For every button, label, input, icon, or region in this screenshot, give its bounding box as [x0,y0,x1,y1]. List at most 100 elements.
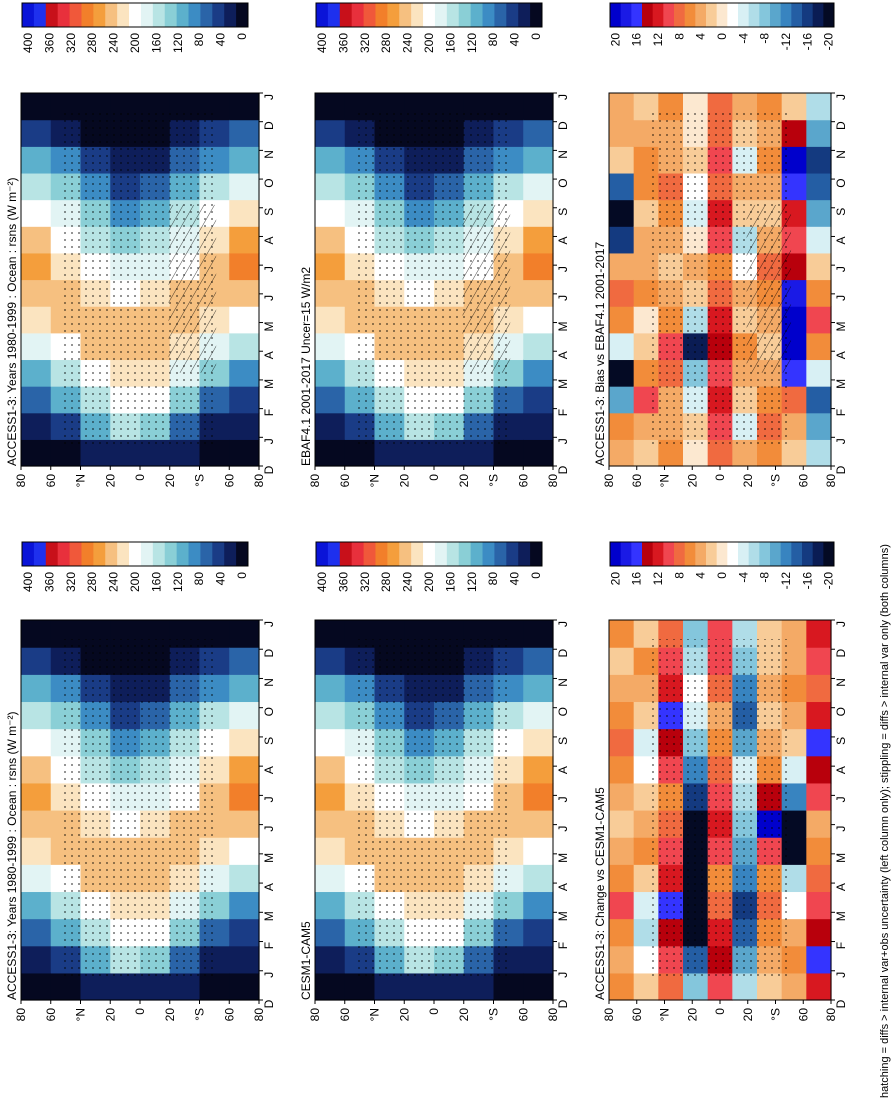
stippling [63,639,217,981]
heatmap-cell [806,782,832,811]
colorbar-swatch [631,3,643,27]
colorbar-label: 80 [486,33,500,47]
colorbar-label: 4 [694,33,708,40]
colorbar-swatch [530,542,543,566]
month-label: D [834,649,848,658]
colorbar-swatch [423,3,436,27]
panel-title: EBAF4.1 2001-2017 Uncer=15 W/m2 [299,267,313,466]
heatmap-cell [523,119,554,147]
colorbar-swatch [188,542,201,566]
month-label: O [262,178,276,187]
colorbar-label: -12 [779,572,793,590]
heatmap-cell [806,226,832,254]
colorbar-swatch [399,3,412,27]
heatmap-cell [609,918,635,947]
heatmap-cell [315,837,346,865]
heatmap-cell [806,412,832,440]
heatmap-cell [523,891,554,920]
heatmap-cell [315,864,346,893]
colorbar-swatch [399,542,412,566]
month-label: J [556,826,570,832]
heatmap-cell [609,252,635,281]
stippling [357,639,511,981]
colorbar-swatch [164,3,178,27]
colorbar-swatch [105,542,118,566]
heatmap-cell [806,386,832,414]
heatmap-cell [315,93,346,121]
heatmap-cell [315,810,346,838]
colorbar-label: 80 [486,572,500,586]
heatmap-cell [21,647,52,675]
colorbar-swatch [176,542,190,566]
lat-label: 80 [824,1008,838,1022]
heatmap-cell [21,810,52,838]
heatmap-cell [21,359,52,387]
heatmap-cell [609,701,635,730]
heatmap-cell [609,810,635,838]
colorbar-label: 280 [379,572,393,592]
colorbar-label: 0 [715,33,729,40]
heatmap-cell [229,918,260,947]
colorbar-swatch [470,542,484,566]
heatmap-cell [806,439,832,467]
heatmap-cell [523,837,554,865]
month-label: J [262,438,276,444]
colorbar-swatch [45,542,59,566]
heatmap-cell [609,439,635,467]
colorbar-label: 160 [149,572,163,592]
colorbar-label: 160 [443,572,457,592]
heatmap-cell [609,864,635,893]
month-label: J [834,972,848,978]
colorbar-label: 360 [336,572,350,592]
heatmap-cell [21,172,52,201]
colorbar-label: 400 [21,33,35,53]
heatmap-cell [21,199,52,227]
colorbar-swatch [684,3,696,27]
footnote: hatching = diffs > internal var+obs unce… [879,544,891,1098]
month-label: M [262,911,276,921]
lat-label: 20 [685,1008,699,1022]
heatmap-cell [806,647,832,675]
lat-label: 80 [252,1008,266,1022]
heatmap-cell [806,972,832,1001]
heatmap-cell [315,172,346,201]
lat-label: 80 [14,1008,28,1022]
colorbar-swatch [224,3,237,27]
colorbar-swatch [780,3,792,27]
heatmap-cell [523,782,554,811]
heatmap-cell [806,332,832,361]
heatmap-cell [523,439,554,467]
heatmap-cell [609,119,635,147]
heatmap-cell [229,728,260,757]
colorbar-swatch [363,3,376,27]
colorbar-swatch [518,3,531,27]
heatmap-cell [229,674,260,703]
heatmap-cell [523,701,554,730]
colorbar-label: 320 [358,33,372,53]
heatmap-cell [315,647,346,675]
heatmap-cell [229,972,260,1001]
colorbar-swatch [81,3,94,27]
heatmap-cell [229,332,260,361]
heatmap-cell [609,755,635,784]
heatmap-cell [523,864,554,893]
month-label: M [262,379,276,389]
month-label: A [834,883,848,891]
heatmap-cell [21,782,52,811]
lat-label: 20 [103,474,117,488]
month-label: M [262,322,276,332]
colorbar-swatch [716,542,728,566]
heatmap-cell [806,755,832,784]
month-label: F [834,409,848,416]
heatmap-cell [315,620,346,648]
lat-label: 60 [796,474,810,488]
colorbar-swatch [494,542,507,566]
heatmap-cell [806,918,832,947]
heatmap-cell [523,146,554,174]
heatmap-cell [806,199,832,227]
colorbar-label: 200 [128,33,142,53]
heatmap-cell [229,93,260,121]
month-label: M [556,379,570,389]
